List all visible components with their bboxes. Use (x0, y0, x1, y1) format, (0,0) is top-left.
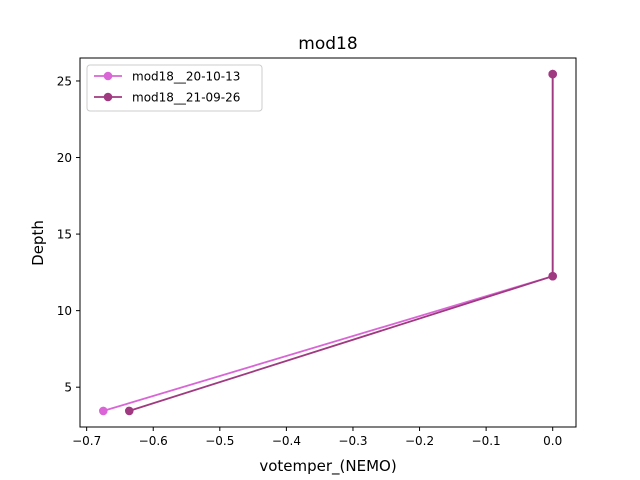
y-tick-label: 25 (57, 74, 72, 88)
x-axis: −0.7 −0.6 −0.5 −0.4 −0.3 −0.2 −0.1 0.0 (72, 427, 562, 448)
x-tick-label: 0.0 (543, 434, 562, 448)
x-tick-label: −0.5 (205, 434, 234, 448)
data-point (548, 69, 557, 79)
legend-box (86, 64, 263, 112)
y-tick-label: 5 (64, 381, 72, 395)
x-tick-label: −0.3 (338, 434, 367, 448)
legend: mod18__20-10-13 mod18__21-09-26 (86, 64, 263, 112)
x-axis-label: votemper_(NEMO) (259, 457, 396, 476)
data-point (548, 271, 557, 281)
x-tick-label: −0.6 (139, 434, 168, 448)
y-tick-label: 10 (57, 304, 72, 318)
legend-label: mod18__21-09-26 (132, 91, 240, 105)
plot-frame (79, 57, 577, 428)
legend-label: mod18__20-10-13 (132, 70, 240, 84)
legend-swatch-marker (103, 71, 113, 81)
x-tick-label: −0.1 (472, 434, 501, 448)
x-tick-label: −0.4 (272, 434, 301, 448)
y-tick-label: 15 (57, 228, 72, 242)
legend-swatch-marker (103, 92, 113, 102)
data-point (124, 406, 134, 416)
y-tick-label: 20 (57, 151, 72, 165)
x-tick-label: −0.7 (72, 434, 101, 448)
y-axis-label: Depth (29, 220, 47, 266)
series-group (124, 69, 557, 416)
x-tick-label: −0.2 (405, 434, 434, 448)
series-layer (99, 69, 557, 416)
y-axis: 5 10 15 20 25 (57, 74, 80, 395)
data-point (99, 406, 108, 416)
chart-title: mod18 (298, 34, 357, 54)
